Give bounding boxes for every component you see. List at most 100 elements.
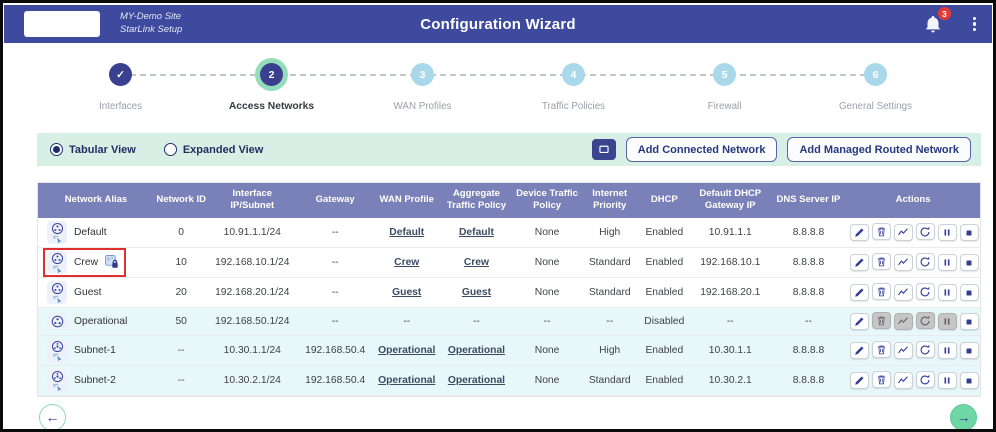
step-label: WAN Profiles — [393, 101, 452, 112]
edit-button[interactable] — [849, 371, 869, 389]
statistics-icon — [897, 345, 909, 356]
next-step-button[interactable]: → — [950, 403, 977, 429]
delete-button[interactable] — [871, 341, 891, 359]
display-view-button[interactable] — [591, 139, 616, 160]
delete-button[interactable] — [871, 253, 891, 271]
stop-icon — [964, 317, 974, 327]
cell-internet-priority: -- — [580, 307, 639, 336]
step-number: 5 — [713, 63, 736, 86]
pause-button[interactable] — [937, 253, 957, 271]
step-access-networks[interactable]: 2 Access Networks — [196, 63, 347, 119]
cell-interface-ip-subnet: 192.168.20.1/24 — [208, 277, 297, 308]
cell-wan-profile: Operational — [374, 365, 440, 396]
add-managed-routed-network-button[interactable]: Add Managed Routed Network — [787, 137, 971, 162]
page-title: Configuration Wizard — [420, 15, 576, 33]
previous-step-button[interactable]: ← — [39, 403, 66, 429]
cell-actions — [846, 247, 980, 278]
pause-button[interactable] — [937, 371, 957, 389]
captive-portal-lock-icon — [105, 255, 119, 269]
wan-profile-link[interactable]: Operational — [378, 374, 436, 386]
aggregate-traffic-policy-link[interactable]: Default — [458, 226, 494, 238]
restart-button[interactable] — [915, 371, 935, 389]
radio-label: Expanded View — [182, 143, 264, 156]
monitor-icon — [599, 145, 609, 153]
pause-icon — [942, 287, 952, 298]
pause-button[interactable] — [937, 223, 957, 241]
restart-button[interactable] — [915, 283, 935, 301]
delete-button[interactable] — [871, 283, 891, 301]
statistics-button[interactable] — [893, 223, 913, 241]
step-traffic-policies[interactable]: 4 Traffic Policies — [498, 63, 649, 119]
aggregate-traffic-policy-link[interactable]: Operational — [447, 344, 506, 356]
notifications-button[interactable]: 3 — [923, 7, 951, 34]
step-general-settings[interactable]: 6 General Settings — [800, 63, 951, 119]
alias-content: Subnet-1 — [43, 336, 123, 365]
stop-button[interactable] — [959, 313, 979, 331]
pause-icon — [942, 257, 952, 268]
cell-network-id: -- — [153, 335, 209, 366]
stop-button[interactable] — [959, 224, 979, 242]
more-menu-button[interactable] — [971, 15, 978, 34]
delete-button[interactable] — [871, 223, 891, 241]
tabular-view-radio[interactable]: Tabular View — [50, 143, 136, 156]
restart-icon — [919, 344, 931, 356]
edit-button[interactable] — [849, 223, 869, 241]
stop-button[interactable] — [959, 284, 979, 302]
notification-badge: 3 — [937, 7, 951, 20]
delete-button[interactable] — [871, 371, 891, 389]
step-firewall[interactable]: 5 Firewall — [649, 63, 800, 119]
restart-button[interactable] — [915, 341, 935, 359]
networks-table: Network Alias Network ID Interface IP/Subn… — [37, 182, 981, 397]
wan-profile-link[interactable]: Crew — [394, 256, 420, 268]
cell-network-alias: Crew — [38, 247, 154, 278]
add-connected-network-button[interactable]: Add Connected Network — [625, 137, 778, 162]
expanded-view-radio[interactable]: Expanded View — [163, 143, 264, 156]
edit-icon — [854, 227, 865, 238]
pause-icon — [942, 375, 952, 386]
cell-aggregate-traffic-policy: Operational — [439, 335, 514, 366]
aggregate-traffic-policy-link[interactable]: Crew — [463, 256, 490, 268]
cell-dns-server-ip: 8.8.8.8 — [770, 217, 847, 248]
restart-icon — [919, 226, 931, 238]
stop-button[interactable] — [959, 342, 979, 360]
stop-icon — [964, 376, 974, 386]
statistics-button[interactable] — [893, 341, 913, 359]
delete-icon — [876, 344, 887, 356]
cell-dns-server-ip: 8.8.8.8 — [770, 247, 847, 278]
cell-internet-priority: High — [580, 335, 639, 366]
statistics-button[interactable] — [893, 371, 913, 389]
step-label: Interfaces — [98, 101, 143, 112]
step-number: 6 — [864, 63, 887, 86]
pause-button[interactable] — [937, 341, 957, 359]
restart-button[interactable] — [915, 223, 935, 241]
aggregate-traffic-policy-link[interactable]: Operational — [447, 374, 506, 386]
restart-button[interactable] — [915, 253, 935, 271]
app-header: MY-Demo Site StarLink Setup Configuratio… — [4, 5, 992, 43]
pause-button[interactable] — [937, 283, 957, 301]
wan-profile-link[interactable]: Operational — [378, 344, 436, 356]
statistics-button[interactable] — [893, 283, 913, 301]
wan-profile-link[interactable]: Default — [389, 226, 425, 238]
cell-gateway: -- — [296, 307, 375, 336]
table-row: Guest 20 192.168.20.1/24 -- Guest Guest None St… — [38, 277, 980, 308]
wan-profile-link[interactable]: Guest — [392, 286, 422, 298]
edit-button[interactable] — [849, 283, 869, 301]
arrow-left-icon: ← — [45, 409, 60, 426]
restart-icon — [919, 374, 931, 386]
statistics-button[interactable] — [893, 253, 913, 271]
step-wan-profiles[interactable]: 3 WAN Profiles — [347, 63, 498, 119]
cell-interface-ip-subnet: 10.30.1.1/24 — [208, 335, 297, 366]
cell-actions — [846, 217, 980, 248]
edit-button[interactable] — [849, 312, 869, 330]
edit-button[interactable] — [849, 253, 869, 271]
cell-network-alias: Operational — [38, 307, 154, 336]
aggregate-traffic-policy-link[interactable]: Guest — [461, 286, 492, 298]
stop-button[interactable] — [959, 372, 979, 390]
radio-unselected-icon — [163, 143, 177, 156]
radio-label: Tabular View — [69, 143, 136, 156]
edit-button[interactable] — [849, 341, 869, 359]
cell-interface-ip-subnet: 192.168.50.1/24 — [208, 307, 297, 336]
step-interfaces[interactable]: ✓ Interfaces — [45, 63, 196, 119]
stop-button[interactable] — [959, 254, 979, 272]
statistics-icon — [897, 316, 909, 327]
